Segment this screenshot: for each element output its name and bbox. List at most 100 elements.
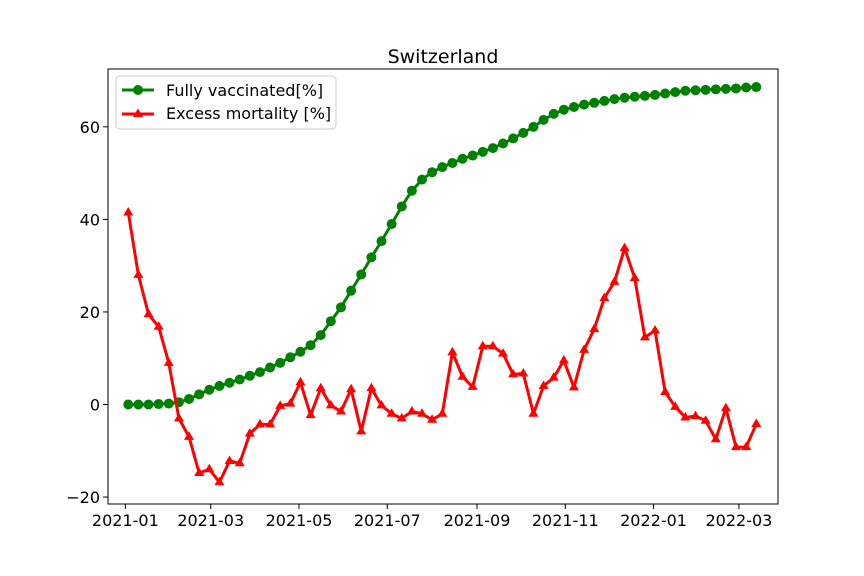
data-point	[396, 412, 407, 422]
data-point	[660, 88, 671, 99]
data-point	[437, 408, 448, 417]
data-point	[315, 382, 326, 392]
series-excess-mortality	[123, 206, 762, 486]
data-point	[700, 84, 711, 95]
data-point	[579, 344, 590, 353]
data-point	[498, 348, 509, 357]
data-point	[467, 381, 478, 390]
data-point	[417, 174, 428, 185]
data-point	[660, 386, 671, 396]
data-point	[720, 83, 731, 94]
data-point	[477, 146, 488, 157]
x-tick-label: 2021-03	[177, 511, 244, 530]
data-point	[386, 408, 397, 417]
legend-entry-excess-mortality: Excess mortality [%]	[122, 104, 331, 123]
legend: Fully vaccinated[%] Excess mortality [%]	[115, 75, 337, 130]
data-point	[589, 97, 600, 108]
data-point	[528, 121, 539, 132]
data-point	[194, 389, 205, 400]
data-point	[558, 355, 569, 364]
x-tick-label: 2021-01	[92, 511, 159, 530]
data-point	[163, 398, 174, 409]
data-point	[720, 402, 731, 412]
y-tick-label: 60	[80, 118, 100, 137]
data-point	[265, 362, 276, 373]
data-point	[487, 143, 498, 154]
data-point	[670, 87, 681, 98]
data-point	[194, 467, 205, 476]
x-tick-label: 2021-11	[532, 511, 599, 530]
data-point	[285, 398, 296, 407]
data-point	[650, 89, 660, 100]
data-point	[376, 236, 387, 247]
data-point	[214, 380, 225, 391]
data-point	[305, 409, 316, 419]
data-point	[558, 104, 569, 115]
data-point	[639, 90, 650, 101]
data-point	[700, 415, 711, 424]
data-point	[518, 127, 529, 138]
data-point	[751, 418, 762, 427]
data-point	[690, 85, 701, 96]
data-point	[234, 374, 245, 385]
data-point	[406, 185, 417, 196]
data-point	[396, 201, 407, 212]
data-point	[153, 399, 164, 410]
series-layer	[123, 82, 762, 486]
legend-entry-fully-vaccinated: Fully vaccinated[%]	[122, 81, 323, 100]
data-point	[741, 441, 752, 451]
data-point	[417, 408, 428, 417]
data-point	[447, 346, 458, 356]
data-point	[609, 276, 620, 285]
chart-title: Switzerland	[388, 46, 499, 68]
x-tick-label: 2022-03	[705, 511, 772, 530]
y-axis: −20 0 20 40 60	[66, 118, 108, 507]
data-point	[133, 269, 144, 278]
data-point	[437, 162, 448, 173]
data-point	[741, 82, 752, 93]
data-point	[366, 382, 377, 392]
data-point	[184, 431, 195, 440]
data-point	[589, 323, 600, 333]
data-point	[143, 399, 154, 410]
plot-frame	[107, 68, 779, 505]
data-point	[477, 340, 488, 350]
data-point	[579, 99, 590, 110]
data-point	[346, 383, 357, 393]
data-point	[619, 242, 630, 252]
legend-label: Fully vaccinated[%]	[166, 81, 323, 100]
data-point	[670, 401, 681, 410]
data-point	[275, 357, 286, 368]
data-point	[153, 321, 164, 330]
legend-swatch-marker	[133, 108, 143, 117]
data-point	[406, 405, 417, 415]
data-point	[731, 83, 742, 94]
data-point	[173, 412, 184, 422]
data-point	[335, 302, 346, 313]
data-point	[244, 428, 255, 437]
y-tick-label: 40	[80, 210, 100, 229]
data-point	[163, 357, 174, 366]
data-point	[325, 316, 336, 327]
data-point	[285, 352, 296, 363]
data-point	[619, 92, 630, 103]
data-point	[599, 95, 610, 106]
data-point	[427, 414, 438, 423]
x-axis: 2021-01 2021-03 2021-05 2021-07 2021-09 2021-…	[92, 504, 772, 530]
data-point	[508, 133, 519, 144]
data-point	[457, 153, 468, 164]
data-point	[265, 418, 276, 428]
data-point	[467, 150, 478, 161]
data-point	[710, 84, 721, 95]
data-point	[295, 346, 306, 357]
x-tick-label: 2021-07	[354, 511, 421, 530]
data-point	[690, 410, 701, 420]
data-point	[528, 408, 539, 417]
data-point	[538, 380, 549, 389]
y-tick-label: 20	[80, 303, 100, 322]
x-tick-label: 2021-05	[266, 511, 333, 530]
data-point	[710, 433, 721, 443]
data-point	[427, 167, 438, 178]
data-point	[498, 138, 509, 149]
data-point	[244, 370, 255, 381]
